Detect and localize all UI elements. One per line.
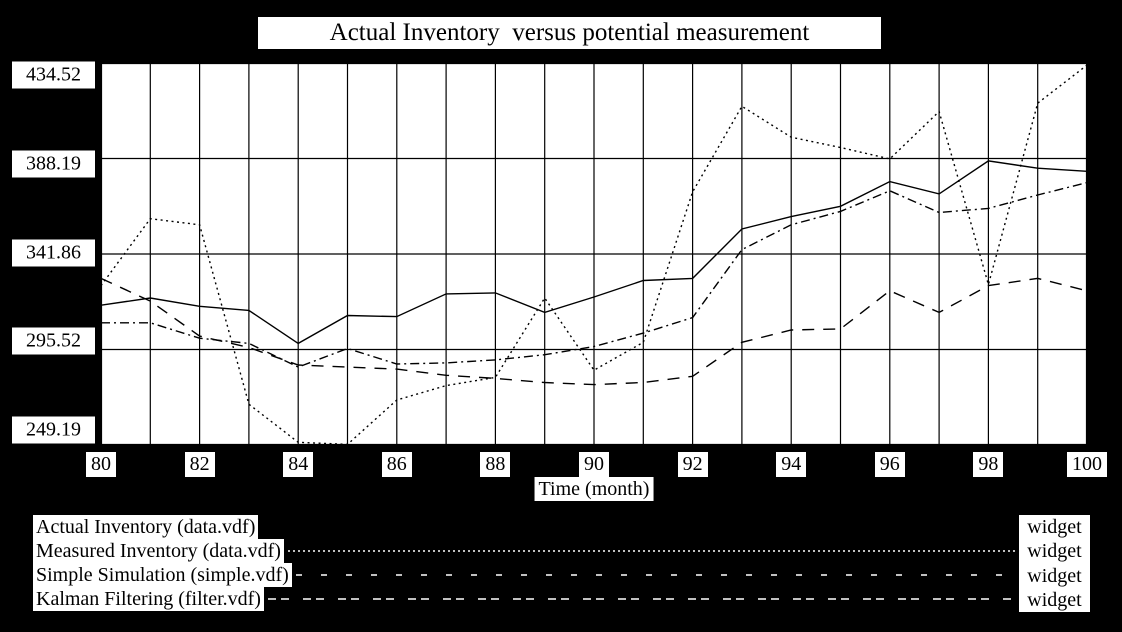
legend-line-sample (267, 598, 1015, 600)
x-tick-label: 90 (579, 452, 609, 477)
series-line-solid (101, 160, 1087, 345)
legend-row: Simple Simulation (simple.vdf) (33, 563, 1015, 587)
x-tick-label: 96 (874, 452, 905, 477)
widget-button[interactable]: widget (1027, 588, 1082, 611)
legend-line-sample (295, 574, 1015, 576)
legend-row: Measured Inventory (data.vdf) (33, 539, 1015, 563)
x-tick-label: 88 (480, 452, 511, 477)
series-line-dashed (101, 277, 1087, 386)
x-tick-label: 100 (1067, 452, 1107, 477)
x-tick-label: 80 (86, 452, 116, 477)
x-tick-label: 86 (381, 452, 412, 477)
legend-row: Actual Inventory (data.vdf) (33, 515, 1015, 539)
legend-label: Kalman Filtering (filter.vdf) (33, 587, 264, 611)
legend-line-sample (287, 550, 1015, 552)
y-tick-label: 249.19 (12, 416, 95, 444)
legend-label: Actual Inventory (data.vdf) (33, 515, 259, 539)
x-tick-label: 82 (184, 452, 215, 477)
legend-row: Kalman Filtering (filter.vdf) (33, 587, 1015, 611)
series-line-dash-dash (101, 181, 1087, 368)
x-tick-label: 94 (776, 452, 807, 477)
x-tick-label: 92 (677, 452, 708, 477)
chart-title: Actual Inventory versus potential measur… (258, 17, 881, 49)
widget-button[interactable]: widget (1027, 564, 1082, 587)
y-tick-label: 388.19 (12, 150, 95, 178)
x-tick-label: 84 (283, 452, 314, 477)
legend-label: Simple Simulation (simple.vdf) (33, 563, 292, 587)
y-tick-label: 434.52 (12, 61, 95, 89)
plot-area (101, 63, 1087, 445)
x-axis-title: Time (month) (534, 477, 654, 501)
widget-button[interactable]: widget (1027, 516, 1082, 539)
widget-button-stack: widget widget widget widget (1019, 515, 1090, 612)
plot-canvas (101, 63, 1087, 445)
widget-button[interactable]: widget (1027, 540, 1082, 563)
x-tick-label: 98 (973, 452, 1004, 477)
y-tick-label: 295.52 (12, 327, 95, 355)
y-tick-label: 341.86 (12, 239, 95, 266)
legend-label: Measured Inventory (data.vdf) (33, 539, 284, 563)
